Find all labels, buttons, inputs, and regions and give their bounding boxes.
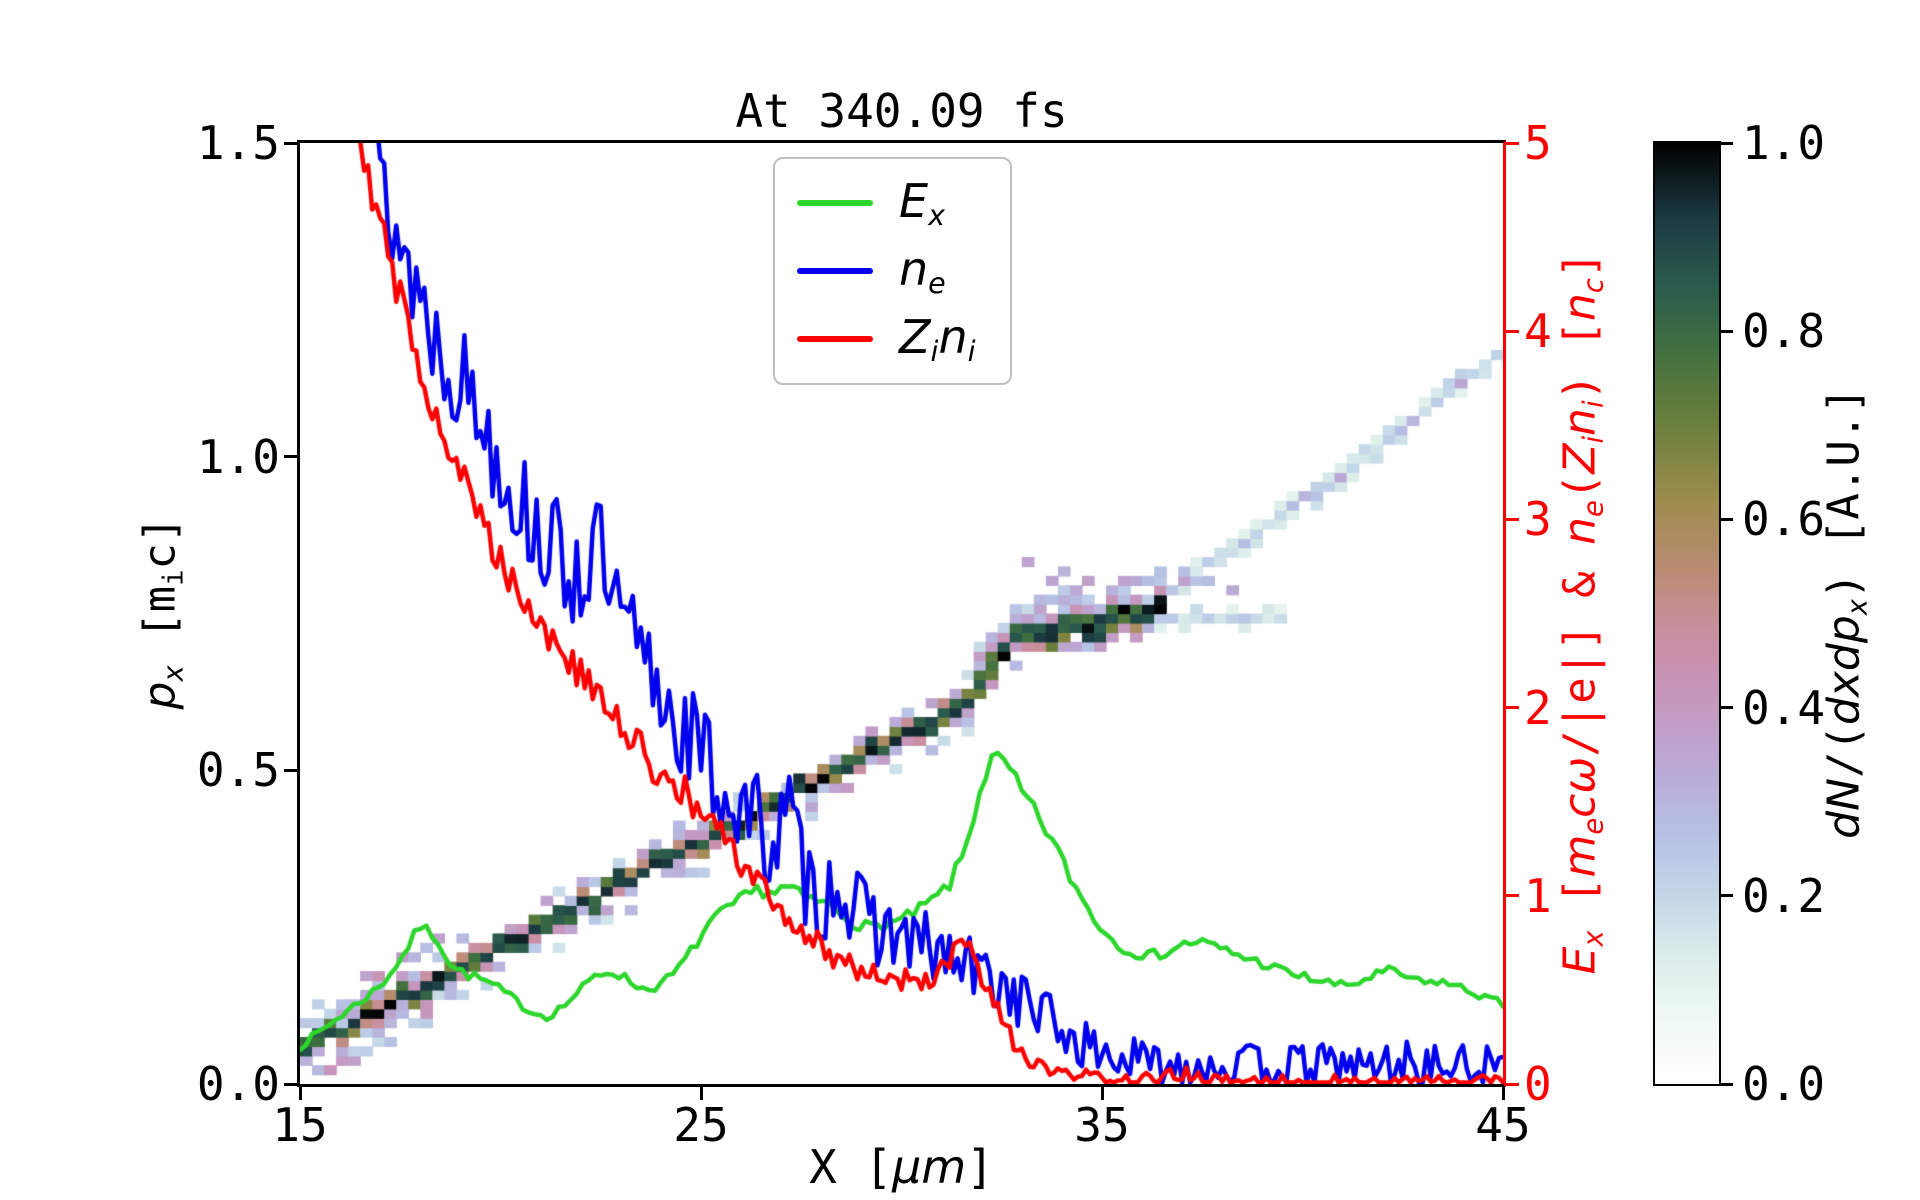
label-part: n xyxy=(899,242,929,296)
legend-line-sample xyxy=(797,268,873,274)
label-part: i xyxy=(1578,400,1610,409)
legend-entry: Zini xyxy=(797,309,976,369)
colorbar-tick-label: 0.8 xyxy=(1742,304,1826,359)
label-part: p xyxy=(134,681,186,710)
colorbar-label: dN/(dxdpx) [A.U.] xyxy=(1819,387,1874,839)
label-part: E xyxy=(1554,946,1606,975)
x-axis-label: X [μm] xyxy=(300,1140,1503,1194)
y-right-tick-mark xyxy=(1506,141,1519,145)
label-part: x xyxy=(1842,599,1874,616)
label-part: ] xyxy=(1554,251,1606,279)
x-tick-label: 25 xyxy=(673,1098,729,1152)
label-part: ( xyxy=(1554,473,1606,501)
label-part: /|e|] & xyxy=(1554,544,1606,757)
label-part: dxdp xyxy=(1818,615,1870,726)
colorbar-tick-label: 0.4 xyxy=(1742,680,1826,735)
legend: Ex ne Zini xyxy=(773,157,1012,385)
y-left-tick-label: 1.5 xyxy=(196,116,280,170)
y-right-tick-mark xyxy=(1506,706,1519,710)
legend-entry: ne xyxy=(797,241,976,301)
colorbar-tick-mark xyxy=(1721,706,1733,710)
colorbar-tick-label: 1.0 xyxy=(1742,116,1826,170)
label-part: ) [A.U.] xyxy=(1818,387,1870,600)
label-part: μm xyxy=(892,1140,967,1194)
plot-area: Ex ne Zini xyxy=(297,140,1506,1087)
label-part: E xyxy=(899,174,929,228)
y-right-tick-label: 4 xyxy=(1524,304,1552,359)
colorbar-tick-mark xyxy=(1721,1082,1733,1086)
y-left-tick-mark xyxy=(284,455,297,459)
label-part: i xyxy=(967,334,976,368)
colorbar-tick-label: 0.0 xyxy=(1742,1057,1826,1111)
label-part: x xyxy=(928,198,945,232)
legend-line-sample xyxy=(797,200,873,206)
y-right-tick-label: 3 xyxy=(1524,492,1552,547)
label-part: e xyxy=(928,266,946,300)
y-right-tick-label: 1 xyxy=(1524,868,1552,923)
label-part: [ xyxy=(1554,877,1606,931)
label-part: e xyxy=(1578,500,1610,517)
label-part: cω xyxy=(1554,756,1606,818)
y-axis-label-right: Ex [mecω/|e|] & ne(Zini) [nc] xyxy=(1555,252,1610,975)
label-part: n xyxy=(938,310,968,364)
colorbar-gradient xyxy=(1655,143,1719,1084)
colorbar xyxy=(1653,141,1721,1086)
colorbar-tick-label: 0.2 xyxy=(1742,868,1826,923)
label-part: Z xyxy=(899,310,931,364)
y-right-tick-label: 0 xyxy=(1524,1057,1552,1111)
y-axis-label-left: px [mic] xyxy=(135,517,190,710)
y-right-tick-mark xyxy=(1506,517,1519,521)
label-part: x xyxy=(158,665,190,682)
label-part: m xyxy=(1554,834,1606,878)
chart-title: At 340.09 fs xyxy=(735,84,1068,138)
legend-entry: Ex xyxy=(797,173,976,233)
y-left-tick-mark xyxy=(284,1082,297,1086)
x-tick-label: 15 xyxy=(272,1098,328,1152)
y-left-tick-mark xyxy=(284,141,297,145)
label-part: X [ xyxy=(809,1140,893,1194)
label-part: n xyxy=(1554,293,1606,321)
label-part: Z xyxy=(1554,443,1606,474)
colorbar-tick-mark xyxy=(1721,329,1733,333)
label-part: i xyxy=(1578,435,1610,444)
colorbar-tick-mark xyxy=(1721,517,1733,521)
x-tick-mark xyxy=(1100,1087,1104,1100)
x-tick-label: 45 xyxy=(1475,1098,1531,1152)
colorbar-tick-mark xyxy=(1721,141,1733,145)
y-left-tick-label: 0.5 xyxy=(196,743,280,798)
y-right-tick-mark xyxy=(1506,894,1519,898)
x-tick-mark xyxy=(298,1087,302,1100)
y-right-tick-label: 2 xyxy=(1524,680,1552,735)
legend-label: Ex xyxy=(899,174,945,232)
label-part: [m xyxy=(134,585,186,666)
label-part: n xyxy=(1554,408,1606,436)
label-part: i xyxy=(158,569,190,586)
label-part: i xyxy=(930,334,939,368)
label-part: x xyxy=(1578,930,1610,947)
legend-label: Zini xyxy=(899,310,976,368)
y-right-tick-mark xyxy=(1506,329,1519,333)
y-left-tick-label: 0.0 xyxy=(196,1057,280,1111)
y-left-tick-mark xyxy=(284,768,297,772)
label-part: ] xyxy=(966,1140,994,1194)
x-tick-mark xyxy=(1501,1087,1505,1100)
colorbar-tick-label: 0.6 xyxy=(1742,492,1826,547)
y-right-tick-mark xyxy=(1506,1082,1519,1086)
label-part: dN xyxy=(1818,778,1870,839)
y-right-tick-label: 5 xyxy=(1524,116,1552,170)
label-part: n xyxy=(1554,516,1606,545)
label-part: ) [ xyxy=(1554,320,1606,401)
colorbar-tick-mark xyxy=(1721,894,1733,898)
legend-line-sample xyxy=(797,336,873,342)
label-part: c xyxy=(1578,278,1610,294)
y-left-tick-label: 1.0 xyxy=(196,429,280,484)
x-tick-mark xyxy=(699,1087,703,1100)
legend-label: ne xyxy=(899,242,946,300)
x-tick-label: 35 xyxy=(1074,1098,1130,1152)
label-part: e xyxy=(1578,817,1610,835)
label-part: /( xyxy=(1818,725,1870,779)
label-part: c] xyxy=(134,516,186,570)
